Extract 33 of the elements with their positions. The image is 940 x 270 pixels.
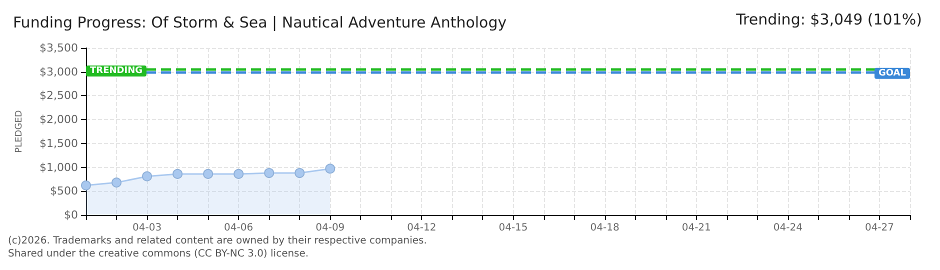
x-tick-label: 04-06 bbox=[224, 222, 254, 234]
point bbox=[112, 178, 122, 188]
point bbox=[264, 168, 274, 178]
x-tick-label: 04-03 bbox=[132, 222, 162, 234]
point bbox=[81, 180, 91, 190]
point bbox=[142, 171, 152, 182]
point bbox=[294, 168, 305, 178]
point bbox=[325, 164, 336, 174]
x-tick-label: 04-21 bbox=[682, 222, 711, 234]
x-tick-label: 04-12 bbox=[407, 222, 436, 234]
x-tick-label: 04-27 bbox=[864, 222, 894, 234]
x-tick-label: 04-09 bbox=[316, 222, 345, 234]
y-tick-label: $3,500 bbox=[40, 42, 78, 54]
point bbox=[172, 168, 183, 179]
ref-line-label: TRENDING bbox=[90, 66, 142, 76]
y-tick-label: $0 bbox=[64, 208, 78, 222]
chart-title: Funding Progress: Of Storm & Sea | Nautical Adventure Anthology bbox=[13, 14, 507, 32]
y-tick-label: $2,000 bbox=[40, 113, 78, 126]
y-tick-label: $1,500 bbox=[40, 136, 78, 150]
y-tick-label: $2,500 bbox=[40, 89, 78, 102]
ref-line-label: GOAL bbox=[878, 68, 906, 78]
y-axis-title: PLEDGED bbox=[14, 110, 24, 153]
y-tick-label: $3,000 bbox=[40, 65, 78, 78]
point bbox=[234, 168, 244, 179]
y-tick-label: $500 bbox=[50, 184, 78, 198]
text: Trending: $3,049 (101%) bbox=[735, 10, 922, 28]
x-tick-label: 04-24 bbox=[773, 222, 802, 234]
text: (c)2026. Trademarks and related content are owned by their respective companies. bbox=[8, 236, 427, 246]
x-tick-label: 04-15 bbox=[498, 222, 528, 234]
point bbox=[203, 168, 214, 179]
text: Shared under the creative commons (CC BY-NC 3.0) license. bbox=[8, 248, 309, 260]
x-tick-label: 04-18 bbox=[590, 222, 620, 234]
y-tick-label: $1,000 bbox=[40, 160, 78, 174]
